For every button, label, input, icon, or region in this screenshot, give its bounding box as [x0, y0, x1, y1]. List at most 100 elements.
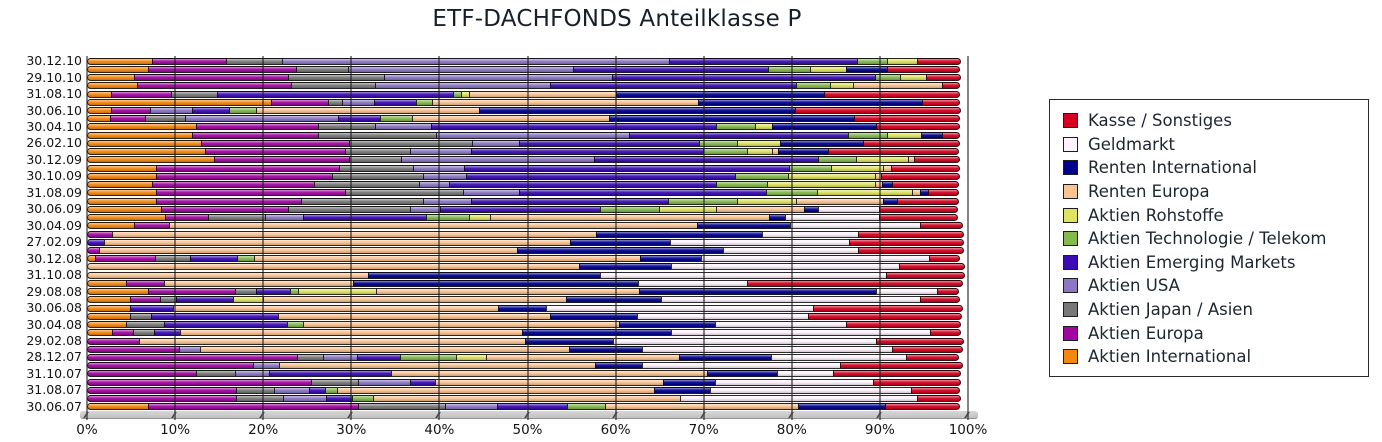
bar-segment	[639, 288, 878, 296]
bar-segment	[900, 74, 927, 82]
bar-segment	[401, 156, 595, 164]
legend-label: Aktien Rohstoffe	[1088, 205, 1224, 225]
bar-segment	[232, 296, 264, 304]
chart-title: ETF-DACHFONDS Anteilklasse P	[432, 6, 802, 32]
bar-segment	[269, 370, 393, 378]
bar-segment	[152, 57, 227, 65]
bar-segment	[892, 345, 963, 353]
bar-segment	[322, 353, 359, 361]
bar-segment	[87, 321, 127, 329]
bar-row	[87, 205, 968, 213]
bar-segment	[878, 214, 958, 222]
bar-segment	[235, 395, 285, 403]
bar-segment	[235, 386, 276, 394]
bar-segment	[204, 148, 346, 156]
bar-segment	[435, 378, 665, 386]
bar-segment	[470, 148, 705, 156]
bar-segment	[780, 139, 865, 147]
y-axis-label: 30.06.09	[26, 201, 82, 217]
bar-segment	[797, 403, 887, 411]
bar-segment	[754, 123, 773, 131]
bar-segment	[287, 74, 385, 82]
x-axis-label: 60%	[600, 422, 631, 438]
bar-segment	[804, 205, 819, 213]
legend-item: Kasse / Sonstiges	[1063, 109, 1368, 133]
bar-segment	[919, 222, 963, 230]
bar-segment	[409, 148, 472, 156]
bar-segment	[549, 312, 638, 320]
bar-row	[87, 386, 968, 394]
bar-row	[87, 98, 968, 106]
bar-segment	[87, 337, 140, 345]
bar-segment	[409, 378, 437, 386]
bar-segment	[196, 123, 320, 131]
bar-row	[87, 263, 968, 271]
bar-segment	[164, 321, 288, 329]
bar-segment	[87, 164, 158, 172]
bar-row	[87, 255, 968, 263]
bar-segment	[303, 214, 427, 222]
bar-segment	[147, 288, 236, 296]
bar-segment	[431, 98, 700, 106]
bar-segment	[887, 57, 918, 65]
bar-segment	[344, 148, 411, 156]
bar-row	[87, 74, 968, 82]
bar-segment	[156, 197, 302, 205]
x-axis-label: 100%	[948, 422, 988, 438]
legend-swatch	[1063, 207, 1078, 223]
bar-segment	[87, 181, 154, 189]
bar-segment	[789, 222, 921, 230]
legend-swatch	[1063, 113, 1078, 129]
bar-segment	[911, 386, 960, 394]
bar-segment	[887, 131, 923, 139]
bar-row	[87, 57, 968, 65]
bar-segment	[255, 288, 291, 296]
bar-segment	[87, 90, 112, 98]
bar-segment	[942, 82, 960, 90]
bar-segment	[669, 238, 851, 246]
bar-segment	[885, 403, 960, 411]
grid-line	[614, 56, 617, 420]
bar-segment	[87, 197, 158, 205]
bar-segment	[701, 255, 931, 263]
bar-segment	[155, 255, 191, 263]
legend-swatch	[1063, 184, 1078, 200]
bar-segment	[468, 214, 491, 222]
y-axis-label: 27.02.09	[26, 234, 82, 250]
bar-segment	[818, 156, 858, 164]
bar-segment	[787, 172, 876, 180]
legend-swatch	[1063, 231, 1078, 247]
bar-segment	[130, 296, 161, 304]
y-axis-label: 30.06.07	[26, 398, 82, 414]
axis-floor	[80, 411, 978, 419]
bar-segment	[807, 312, 962, 320]
bar-segment	[213, 156, 351, 164]
y-axis-label: 30.04.08	[26, 316, 82, 332]
bar-row	[87, 378, 968, 386]
bar-segment	[680, 395, 918, 403]
bar-segment	[342, 98, 375, 106]
bar-segment	[566, 403, 607, 411]
bar-segment	[767, 181, 876, 189]
bar-segment	[470, 197, 669, 205]
bar-segment	[497, 403, 568, 411]
bar-segment	[176, 296, 234, 304]
bar-segment	[795, 82, 831, 90]
bar-segment	[715, 378, 874, 386]
bar-row	[87, 230, 968, 238]
bar-segment	[668, 57, 859, 65]
bar-segment	[237, 255, 255, 263]
bar-segment	[489, 214, 770, 222]
bar-segment	[112, 230, 597, 238]
bar-row	[87, 222, 968, 230]
legend-swatch	[1063, 136, 1078, 152]
bar-segment	[795, 107, 961, 114]
bar-segment	[813, 304, 963, 312]
bar-segment	[94, 255, 157, 263]
bar-segment	[87, 353, 299, 361]
bar-segment	[87, 107, 112, 114]
y-axis-label: 30.10.09	[26, 168, 82, 184]
bar-row	[87, 139, 968, 147]
bar-row	[87, 403, 968, 411]
y-axis-label: 31.08.07	[26, 382, 82, 398]
